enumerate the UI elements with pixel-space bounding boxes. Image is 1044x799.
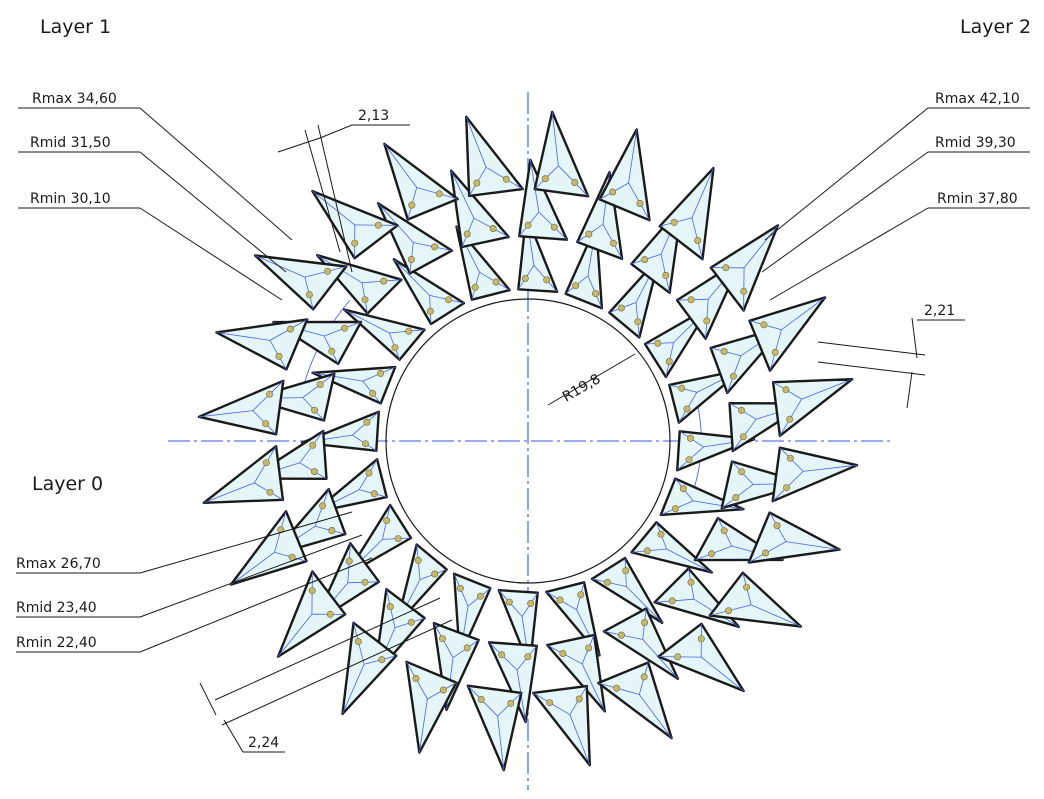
layer-0-rmin-label: Rmin 22,40 — [16, 635, 97, 651]
bore-radius-label: R19,8 — [560, 371, 603, 405]
layer-2-rmin-label: Rmin 37,80 — [937, 191, 1018, 207]
layer-1-tooth — [518, 158, 569, 241]
layer-2-tooth — [771, 378, 854, 437]
layer-2-tooth — [276, 570, 347, 658]
layer-2-tooth — [383, 142, 459, 221]
layer-1-tooth — [450, 169, 510, 249]
layer-0-rmid-callout: Rmid 23,40 — [16, 534, 363, 618]
layer-0-gap-dimension: 2,24 — [199, 597, 453, 753]
layer-0-tooth — [392, 258, 466, 326]
layer-2-tooth — [466, 684, 523, 772]
layer-2-title: Layer 2 — [960, 16, 1031, 38]
layer-1-rmax-label: Rmax 34,60 — [32, 91, 117, 107]
layer-1-rmax-callout: Rmax 34,60 — [18, 91, 293, 241]
layer-0-title: Layer 0 — [32, 473, 103, 495]
layer-2-tooth — [771, 446, 859, 503]
layer-2-teeth — [197, 110, 859, 772]
layer-1-tooth — [546, 633, 606, 713]
layer-2-gap-label: 2,21 — [924, 303, 955, 319]
layer-1-gap-dimension: 2,13 — [277, 108, 410, 273]
layer-2-tooth — [532, 684, 591, 767]
layer-2-rmax-label: Rmax 42,10 — [935, 91, 1020, 107]
bore-circle — [385, 298, 671, 584]
layer-0-tooth — [630, 521, 713, 574]
layer-1-rmin-callout: Rmin 30,10 — [18, 191, 283, 301]
layer-0-gap-label: 2,24 — [248, 735, 279, 751]
layer-1-rmid-label: Rmid 31,50 — [30, 135, 111, 151]
layer-1-rmid-callout: Rmid 31,50 — [18, 135, 287, 273]
layer-2-tooth — [657, 622, 745, 693]
layer-2-tooth — [341, 621, 398, 716]
layer-2-rmax-callout: Rmax 42,10 — [764, 91, 1030, 241]
layer-2-rmin-callout: Rmin 37,80 — [769, 191, 1030, 301]
layer-1-tooth — [248, 372, 336, 422]
layer-2-tooth — [748, 296, 827, 372]
layer-1-tooth — [602, 607, 680, 680]
layer-2-tooth — [708, 571, 803, 628]
layer-2-tooth — [311, 189, 399, 260]
layer-0-rmax-callout: Rmax 26,70 — [16, 511, 353, 574]
layer-2-tooth — [197, 379, 285, 436]
layer-0-tooth — [590, 556, 664, 624]
layer-0-tooth — [343, 308, 426, 361]
layer-2-tooth — [229, 510, 308, 586]
layer-0-tooth — [608, 256, 661, 339]
layer-1-tooth — [720, 460, 807, 510]
layer-2-tooth — [598, 128, 651, 222]
layer-2-tooth — [405, 660, 458, 754]
layer-0-rmin-callout: Rmin 22,40 — [16, 557, 373, 653]
layer-2-tooth — [215, 318, 309, 371]
layer-0-tooth — [395, 543, 448, 626]
layer-2-tooth — [465, 115, 524, 198]
layer-2-tooth — [533, 110, 590, 198]
layer-1-gap-label: 2,13 — [358, 108, 389, 124]
layer-2-rmid-callout: Rmid 39,30 — [761, 135, 1030, 273]
layer-2-tooth — [253, 254, 348, 311]
layer-0-rmid-label: Rmid 23,40 — [16, 600, 97, 616]
layer-2-tooth — [709, 224, 780, 312]
layer-2-tooth — [747, 511, 841, 564]
layer-1-title: Layer 1 — [40, 16, 111, 38]
layer-2-gap-dimension: 2,21 — [817, 303, 965, 409]
layer-1-tooth — [487, 641, 538, 724]
layer-2-tooth — [202, 445, 285, 504]
layer-2-tooth — [597, 661, 673, 740]
layer-0-rmax-label: Rmax 26,70 — [16, 556, 101, 572]
layer-2-tooth — [658, 166, 715, 261]
layer-1-tooth — [376, 202, 454, 275]
bore-radius-callout: R19,8 — [547, 353, 636, 405]
layer-2-rmid-label: Rmid 39,30 — [935, 135, 1016, 151]
layer-1-rmin-label: Rmin 30,10 — [30, 191, 111, 207]
